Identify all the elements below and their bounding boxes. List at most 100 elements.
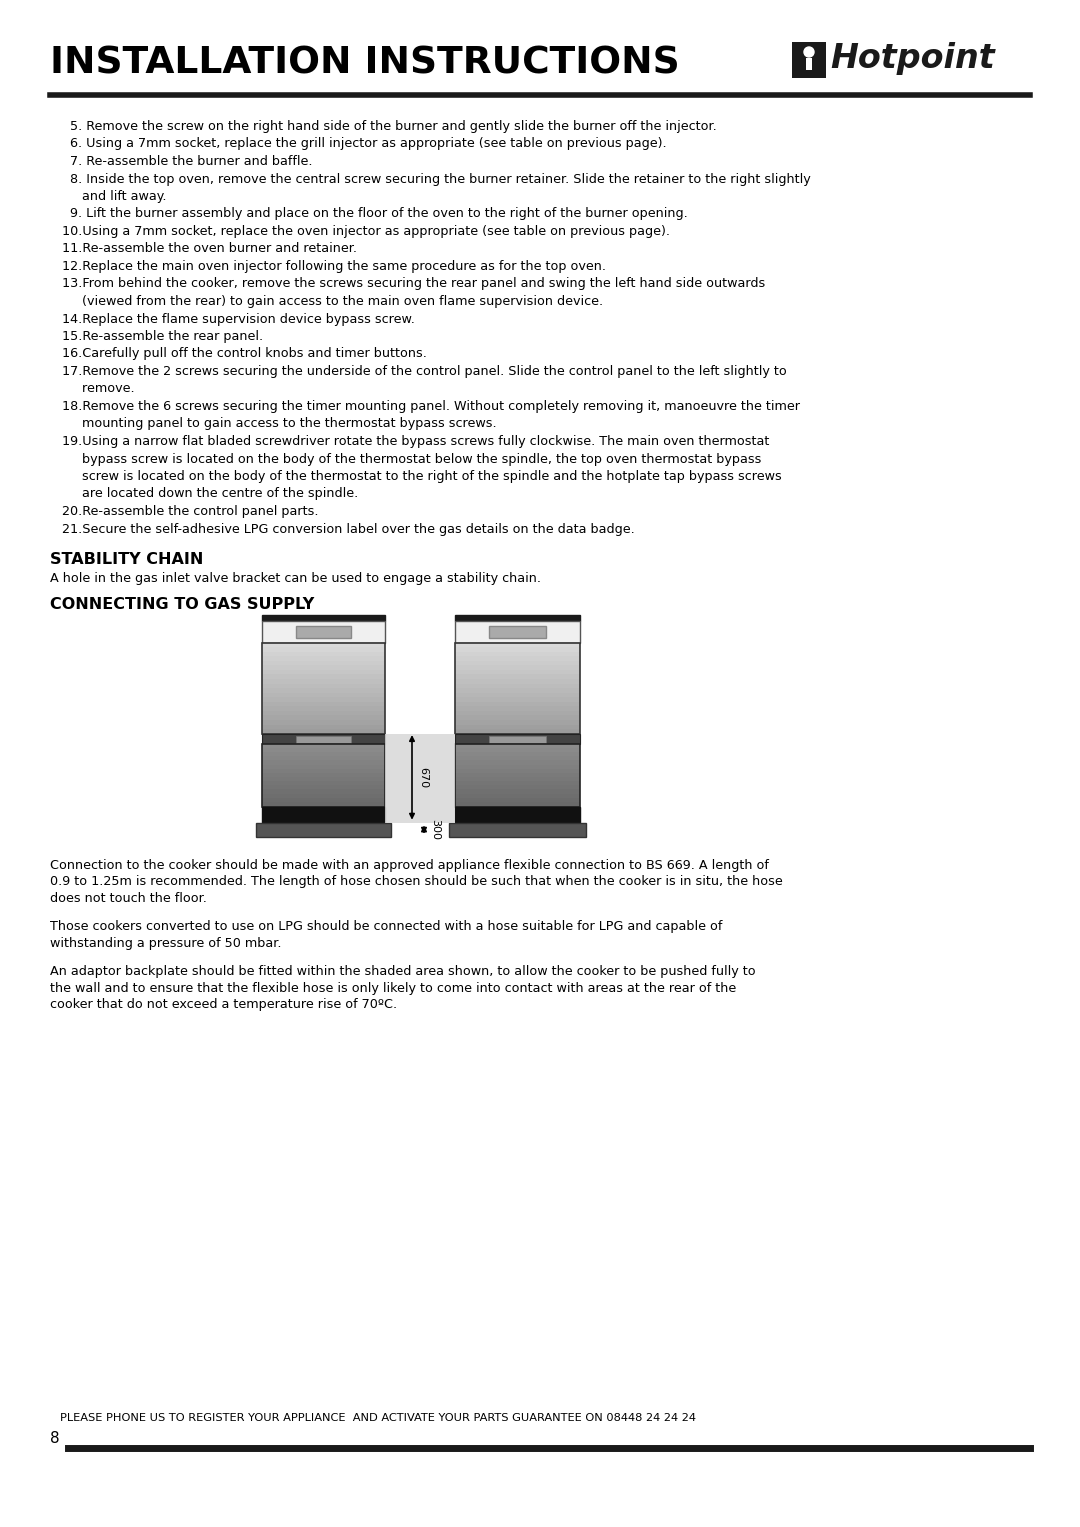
Bar	[455, 748, 580, 753]
Bar	[455, 716, 580, 721]
Bar	[455, 652, 580, 657]
Text: 11.Re-assemble the oven burner and retainer.: 11.Re-assemble the oven burner and retai…	[62, 243, 357, 255]
Text: 20.Re-assemble the control panel parts.: 20.Re-assemble the control panel parts.	[62, 505, 319, 518]
Bar	[455, 777, 580, 782]
Circle shape	[804, 47, 814, 56]
Text: Connection to the cooker should be made with an approved appliance flexible conn: Connection to the cooker should be made …	[50, 858, 769, 872]
Text: Hotpoint: Hotpoint	[831, 43, 995, 75]
Bar	[262, 725, 384, 730]
Bar	[455, 789, 580, 794]
Text: 670: 670	[418, 767, 428, 788]
Bar	[262, 698, 384, 702]
Bar	[806, 58, 812, 70]
Bar	[262, 707, 384, 712]
Text: 8. Inside the top oven, remove the central screw securing the burner retainer. S: 8. Inside the top oven, remove the centr…	[62, 173, 811, 185]
Bar	[455, 734, 580, 744]
Bar	[262, 768, 384, 773]
Bar	[455, 712, 580, 716]
Text: 15.Re-assemble the rear panel.: 15.Re-assemble the rear panel.	[62, 330, 264, 344]
Bar	[262, 716, 384, 721]
Bar	[262, 802, 384, 806]
Bar	[455, 751, 580, 757]
Bar	[455, 615, 580, 621]
Bar	[455, 760, 580, 765]
Bar	[262, 615, 384, 621]
Bar	[262, 661, 384, 666]
Text: STABILITY CHAIN: STABILITY CHAIN	[50, 551, 203, 567]
Bar	[262, 734, 384, 744]
Bar	[455, 621, 580, 643]
Text: 18.Remove the 6 screws securing the timer mounting panel. Without completely rem: 18.Remove the 6 screws securing the time…	[62, 400, 800, 412]
Bar	[262, 744, 384, 806]
Text: withstanding a pressure of 50 mbar.: withstanding a pressure of 50 mbar.	[50, 936, 282, 950]
Bar	[262, 751, 384, 757]
Bar	[262, 728, 384, 734]
Bar	[455, 707, 580, 712]
Text: 16.Carefully pull off the control knobs and timer buttons.: 16.Carefully pull off the control knobs …	[62, 348, 427, 360]
Bar	[262, 794, 384, 799]
Bar	[262, 657, 384, 661]
Bar	[262, 712, 384, 716]
Text: 9. Lift the burner assembly and place on the floor of the oven to the right of t: 9. Lift the burner assembly and place on…	[62, 208, 688, 220]
Text: remove.: remove.	[62, 382, 135, 395]
Bar	[455, 680, 580, 684]
Bar	[262, 643, 384, 647]
Bar	[262, 782, 384, 786]
Bar	[455, 744, 580, 748]
Text: 12.Replace the main oven injector following the same procedure as for the top ov: 12.Replace the main oven injector follow…	[62, 260, 606, 273]
Bar	[455, 797, 580, 803]
Bar	[489, 736, 545, 742]
Bar	[449, 823, 586, 837]
Bar	[455, 756, 580, 760]
Bar	[455, 806, 580, 823]
Bar	[489, 626, 545, 638]
Bar	[455, 773, 580, 777]
Bar	[455, 802, 580, 806]
Bar	[262, 693, 384, 698]
Text: A hole in the gas inlet valve bracket can be used to engage a stability chain.: A hole in the gas inlet valve bracket ca…	[50, 573, 541, 585]
Bar	[262, 666, 384, 670]
Bar	[455, 794, 580, 799]
Bar	[455, 768, 580, 773]
Bar	[455, 765, 580, 770]
Bar	[262, 675, 384, 680]
Bar	[262, 797, 384, 803]
Text: (viewed from the rear) to gain access to the main oven flame supervision device.: (viewed from the rear) to gain access to…	[62, 295, 603, 308]
Bar	[262, 744, 384, 748]
Bar	[455, 666, 580, 670]
Bar	[455, 643, 580, 647]
Text: bypass screw is located on the body of the thermostat below the spindle, the top: bypass screw is located on the body of t…	[62, 452, 761, 466]
Bar	[455, 675, 580, 680]
Bar	[455, 657, 580, 661]
Bar	[262, 702, 384, 707]
Text: 0.9 to 1.25m is recommended. The length of hose chosen should be such that when : 0.9 to 1.25m is recommended. The length …	[50, 875, 783, 889]
Bar	[262, 760, 384, 765]
Text: 14.Replace the flame supervision device bypass screw.: 14.Replace the flame supervision device …	[62, 313, 415, 325]
Text: mounting panel to gain access to the thermostat bypass screws.: mounting panel to gain access to the the…	[62, 417, 497, 431]
Bar	[455, 647, 580, 652]
Text: INSTALLATION INSTRUCTIONS: INSTALLATION INSTRUCTIONS	[50, 44, 679, 81]
Bar	[455, 702, 580, 707]
Text: and lift away.: and lift away.	[62, 189, 166, 203]
Bar	[262, 789, 384, 794]
Bar	[262, 621, 384, 643]
Bar	[455, 744, 580, 806]
Text: 6. Using a 7mm socket, replace the grill injector as appropriate (see table on p: 6. Using a 7mm socket, replace the grill…	[62, 137, 666, 151]
Text: cooker that do not exceed a temperature rise of 70ºC.: cooker that do not exceed a temperature …	[50, 999, 397, 1011]
Bar	[262, 773, 384, 777]
Text: 300: 300	[430, 818, 440, 840]
Bar	[256, 823, 391, 837]
Bar	[262, 689, 384, 693]
Text: PLEASE PHONE US TO REGISTER YOUR APPLIANCE  AND ACTIVATE YOUR PARTS GUARANTEE ON: PLEASE PHONE US TO REGISTER YOUR APPLIAN…	[60, 1412, 696, 1423]
Bar	[262, 647, 384, 652]
Bar	[262, 785, 384, 789]
Text: 13.From behind the cooker, remove the screws securing the rear panel and swing t: 13.From behind the cooker, remove the sc…	[62, 278, 766, 290]
Bar	[455, 643, 580, 734]
Bar	[262, 721, 384, 725]
Text: 5. Remove the screw on the right hand side of the burner and gently slide the bu: 5. Remove the screw on the right hand si…	[62, 121, 717, 133]
Text: 17.Remove the 2 screws securing the underside of the control panel. Slide the co: 17.Remove the 2 screws securing the unde…	[62, 365, 786, 379]
Text: Those cookers converted to use on LPG should be connected with a hose suitable f: Those cookers converted to use on LPG sh…	[50, 921, 723, 933]
Bar	[455, 693, 580, 698]
Text: 10.Using a 7mm socket, replace the oven injector as appropriate (see table on pr: 10.Using a 7mm socket, replace the oven …	[62, 224, 670, 238]
Bar	[262, 652, 384, 657]
